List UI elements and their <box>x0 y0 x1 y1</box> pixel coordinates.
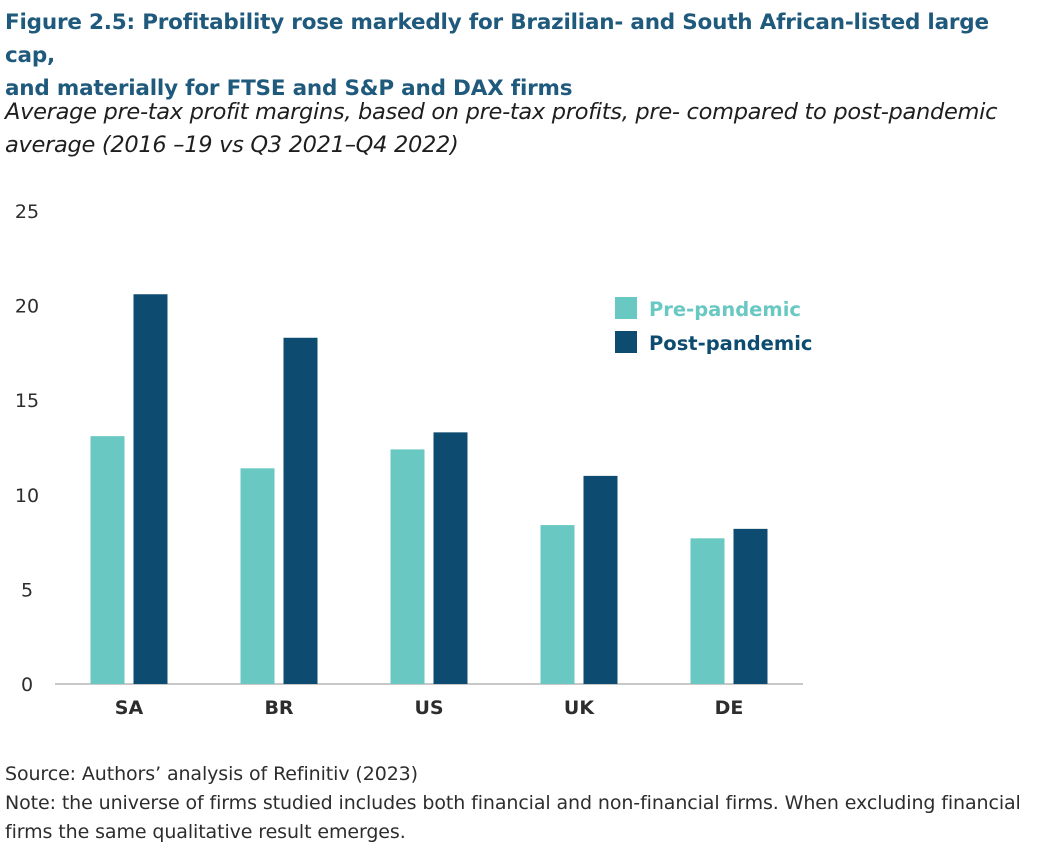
y-tick-label: 10 <box>15 485 39 507</box>
bars <box>90 294 768 684</box>
footer: Source: Authors’ analysis of Refinitiv (… <box>5 760 1040 847</box>
y-tick-label: 20 <box>15 296 39 318</box>
bar-pre-pandemic-uk <box>540 525 575 684</box>
bar-pre-pandemic-de <box>690 538 725 684</box>
bar-chart: 0 5 10 15 20 25 SA BR US UK DE Pre-pandemic Post-p… <box>15 201 813 719</box>
x-tick-label: DE <box>715 697 744 719</box>
note-text: Note: the universe of firms studied incl… <box>5 792 1021 843</box>
bar-post-pandemic-us <box>433 432 468 684</box>
x-tick-label: US <box>414 697 443 719</box>
bar-post-pandemic-sa <box>133 294 168 684</box>
y-tick-label: 15 <box>15 390 39 412</box>
x-tick-label: SA <box>115 697 144 719</box>
bar-post-pandemic-de <box>733 528 768 684</box>
bar-pre-pandemic-sa <box>90 436 125 684</box>
legend: Pre-pandemic Post-pandemic <box>615 297 812 355</box>
y-tick-label: 5 <box>21 579 33 601</box>
legend-label: Post-pandemic <box>649 332 812 355</box>
bar-pre-pandemic-us <box>390 449 425 684</box>
x-tick-label: BR <box>264 697 293 719</box>
x-tick-label: UK <box>564 697 595 719</box>
x-axis: SA BR US UK DE <box>115 697 744 719</box>
y-tick-label: 0 <box>21 674 33 696</box>
legend-label: Pre-pandemic <box>649 298 801 321</box>
legend-swatch <box>615 331 637 353</box>
bar-post-pandemic-br <box>283 337 318 684</box>
legend-swatch <box>615 297 637 319</box>
bar-pre-pandemic-br <box>240 468 275 684</box>
y-axis: 0 5 10 15 20 25 <box>15 201 39 696</box>
source-text: Source: Authors’ analysis of Refinitiv (… <box>5 763 418 785</box>
bar-post-pandemic-uk <box>583 475 618 684</box>
chart-title: Figure 2.5: Profitability rose markedly … <box>5 10 989 101</box>
y-tick-label: 25 <box>15 201 39 223</box>
chart-subtitle: Average pre-tax profit margins, based on… <box>5 99 998 158</box>
